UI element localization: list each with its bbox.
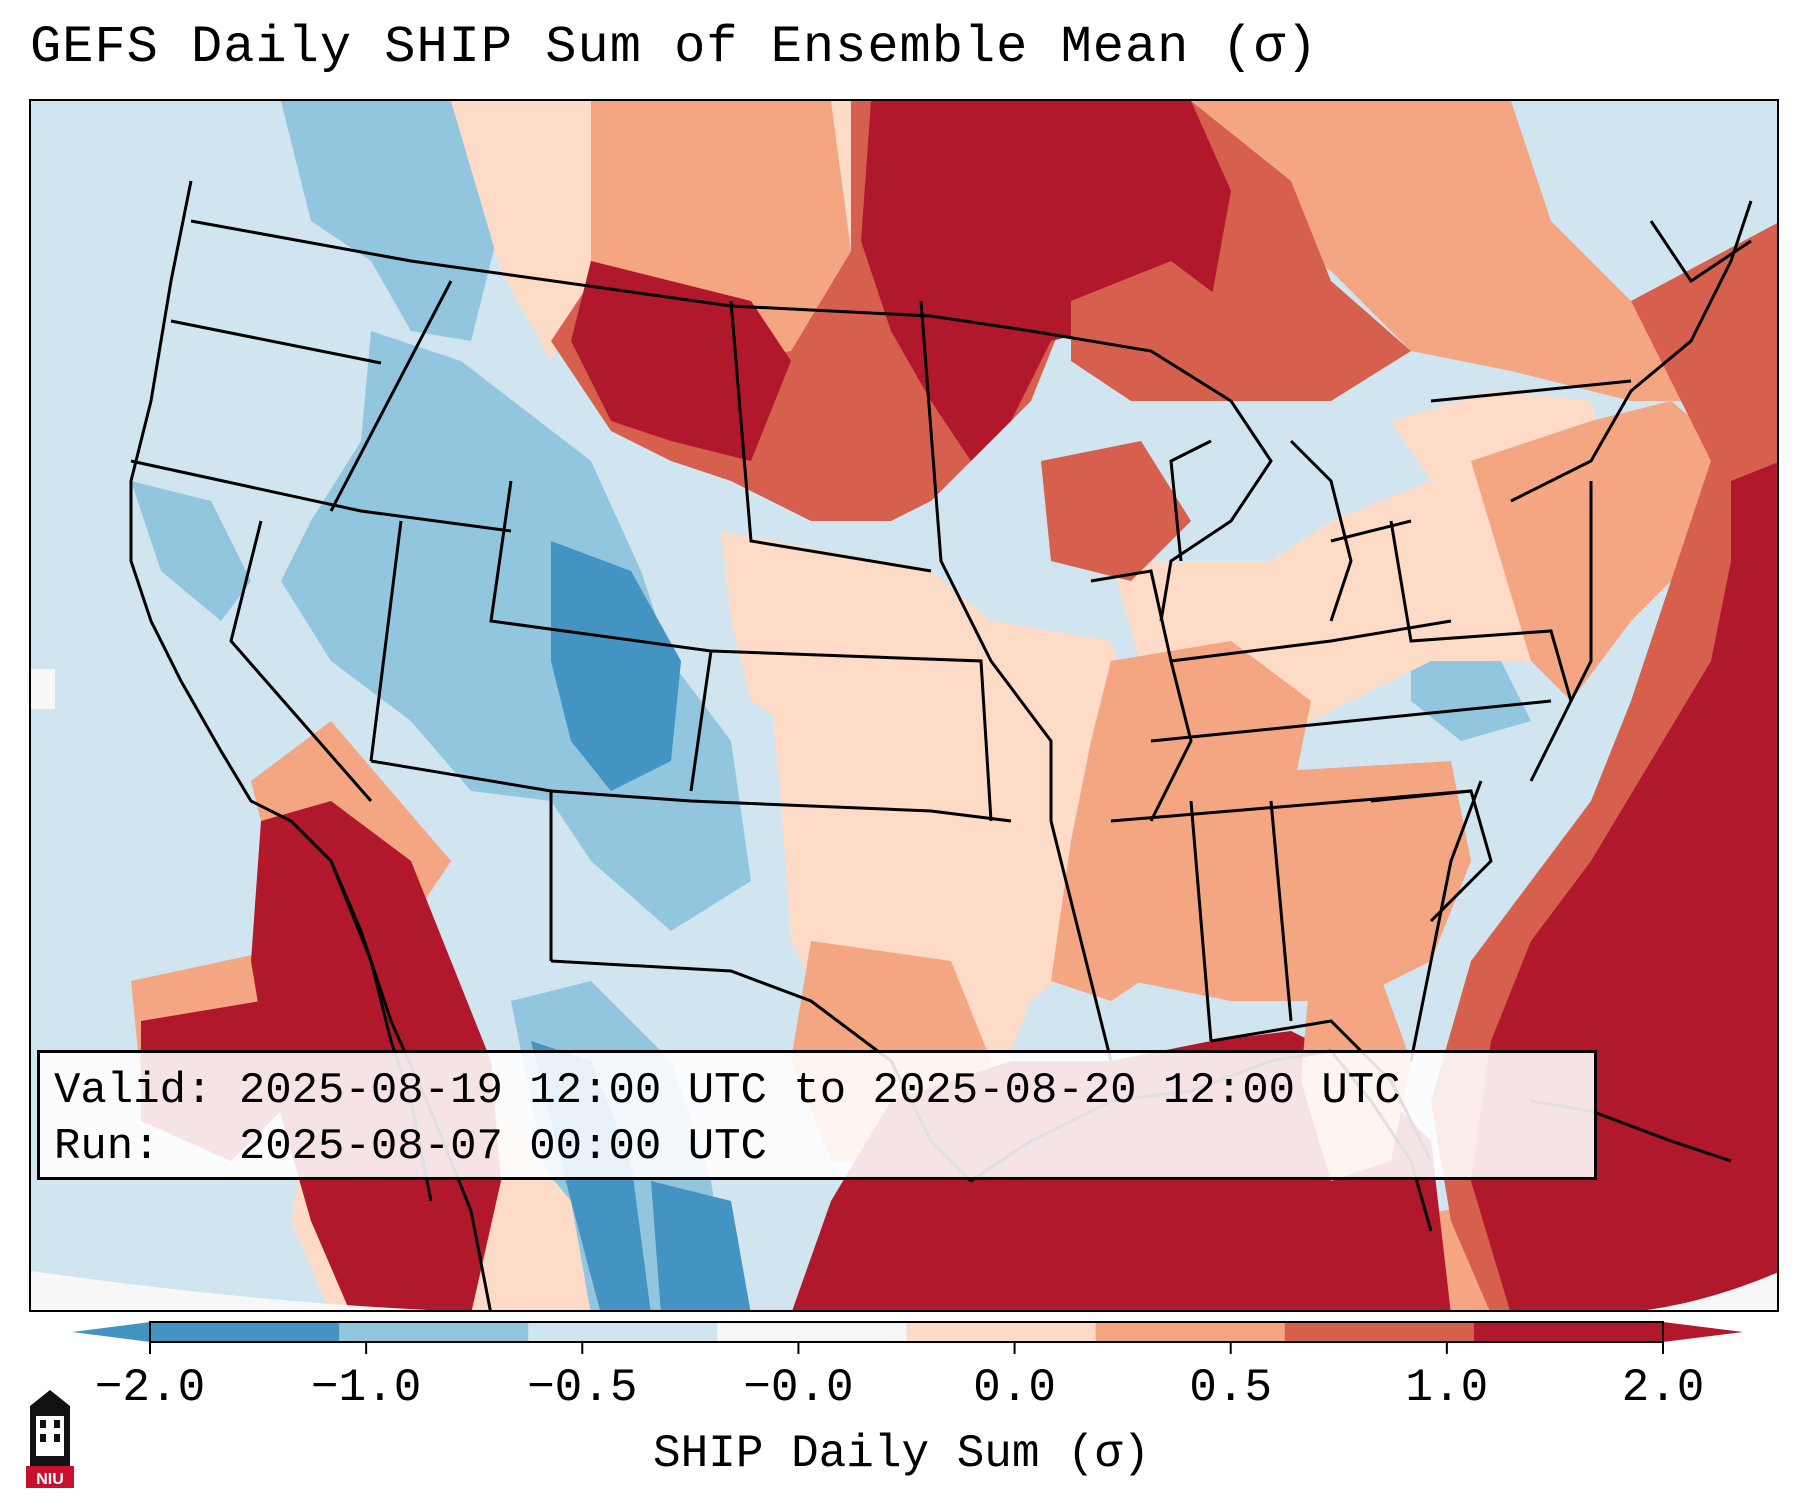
- colorbar-tick-label: −0.5: [527, 1362, 638, 1414]
- colorbar-segment: [528, 1322, 718, 1342]
- colorbar-outline: [149, 1321, 1664, 1343]
- colorbar-segment: [1284, 1322, 1475, 1342]
- domain-edge-curve-right: [1646, 1272, 1777, 1310]
- colorbar: [72, 1321, 1743, 1354]
- coastline-and-state-borders: [129, 180, 1753, 1310]
- colorbar-tick-label: 2.0: [1621, 1362, 1705, 1414]
- colorbar-segment: [906, 1322, 1097, 1342]
- colorbar-segment: [1473, 1322, 1664, 1342]
- domain-edge-curve: [31, 1271, 429, 1310]
- map-title: GEFS Daily SHIP Sum of Ensemble Mean (σ): [30, 18, 1319, 77]
- colorbar-label: SHIP Daily Sum (σ): [653, 1428, 1150, 1480]
- colorbar-under-arrow: [72, 1322, 150, 1342]
- colorbar-tick-label: 0.5: [1189, 1362, 1273, 1414]
- colorbar-tick-label: −1.0: [310, 1362, 422, 1414]
- missing-data-patch: [31, 669, 55, 709]
- colorbar-tick-label: 1.0: [1405, 1362, 1489, 1414]
- colorbar-segment: [1095, 1322, 1286, 1342]
- run-time-text: Run: 2025-08-07 00:00 UTC: [54, 1122, 767, 1172]
- colorbar-tick-label: −2.0: [94, 1362, 206, 1414]
- colorbar-over-arrow: [1663, 1322, 1743, 1342]
- colorbar-tick-label: 0.0: [973, 1362, 1056, 1414]
- colorbar-segment: [339, 1322, 529, 1342]
- niu-logo-text: NIU: [36, 1471, 64, 1488]
- colorbar-tick-label: −0.0: [743, 1362, 854, 1414]
- colorbar-ticks: [149, 1342, 1664, 1354]
- colorbar-segment: [150, 1322, 340, 1342]
- colorbar-segment: [717, 1322, 907, 1342]
- niu-tower-logo-icon: NIU: [26, 1390, 74, 1488]
- valid-run-info-box: Valid: 2025-08-19 12:00 UTC to 2025-08-2…: [37, 1050, 1597, 1180]
- valid-time-text: Valid: 2025-08-19 12:00 UTC to 2025-08-2…: [54, 1066, 1401, 1116]
- colorbar-segments: [150, 1322, 1664, 1342]
